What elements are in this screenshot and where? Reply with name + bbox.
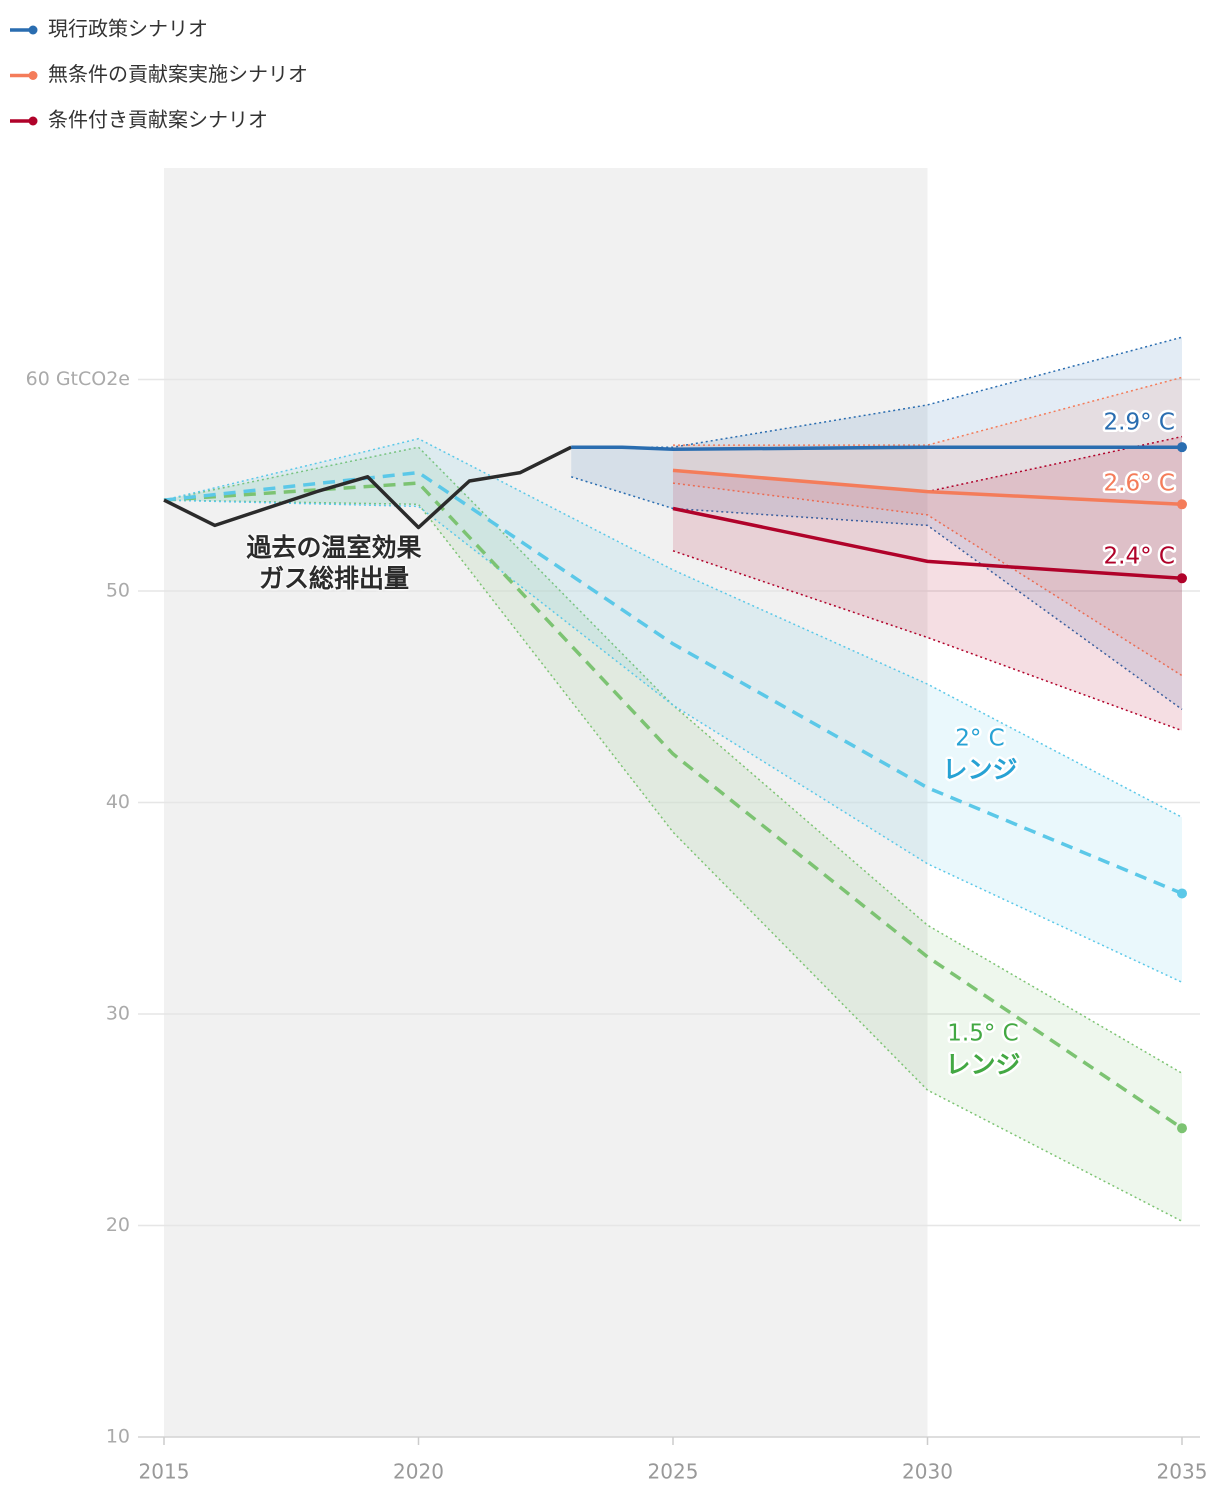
legend-label: 無条件の貢献案実施シナリオ	[48, 62, 308, 86]
y-tick-label: 60 GtCO2e	[26, 368, 130, 390]
series-sublabel: レンジ	[945, 1050, 1020, 1079]
band-upper	[673, 376, 1183, 446]
band-area	[673, 377, 1182, 676]
band-lower	[672, 482, 1183, 677]
x-tick-label: 2030	[902, 1460, 953, 1484]
y-tick-label: 50	[106, 580, 130, 602]
legend-item: 無条件の貢献案実施シナリオ	[10, 62, 308, 86]
y-tick-label: 10	[106, 1426, 130, 1448]
series-line	[571, 445, 1182, 452]
band-upper	[163, 446, 1183, 1074]
end-point	[1177, 442, 1187, 453]
band-area	[164, 438, 1182, 983]
end-point	[1177, 499, 1187, 510]
series-label: 2.4° C	[1104, 544, 1175, 570]
legend-dot	[28, 25, 38, 35]
annotation: 過去の温室効果ガス総排出量	[246, 533, 422, 593]
legend-dot	[28, 71, 38, 80]
end-point	[1177, 573, 1187, 584]
legend-item: 現行政策シナリオ	[10, 17, 208, 41]
y-tick-label: 30	[106, 1003, 130, 1025]
series-line	[163, 445, 572, 530]
series-line	[163, 481, 1183, 1130]
x-tick-label: 2020	[393, 1460, 444, 1484]
legend-label: 現行政策シナリオ	[48, 17, 208, 41]
band-area	[164, 447, 1182, 1222]
series-line	[163, 470, 1183, 896]
band-lower	[163, 499, 1183, 983]
series-label: 2° C	[955, 726, 1005, 752]
y-tick-label: 20	[106, 1214, 130, 1236]
legend-label: 条件付き貢献案シナリオ	[48, 108, 268, 132]
band-area	[571, 337, 1182, 710]
series-label: 2.6° C	[1104, 471, 1175, 497]
legend-item: 条件付き貢献案シナリオ	[10, 108, 268, 132]
end-point	[1177, 1123, 1187, 1134]
x-tick-label: 2035	[1157, 1460, 1208, 1484]
legend-dot	[28, 116, 38, 126]
series-label: 2.9° C	[1104, 410, 1175, 436]
y-tick-label: 40	[106, 791, 130, 813]
series-label: 1.5° C	[947, 1021, 1018, 1047]
end-point	[1177, 888, 1187, 899]
series-sublabel: レンジ	[942, 755, 1017, 784]
series-line	[672, 506, 1183, 581]
x-tick-label: 2015	[139, 1460, 190, 1484]
x-tick-label: 2025	[648, 1460, 699, 1484]
series-line	[672, 468, 1183, 507]
band-area	[673, 436, 1182, 731]
